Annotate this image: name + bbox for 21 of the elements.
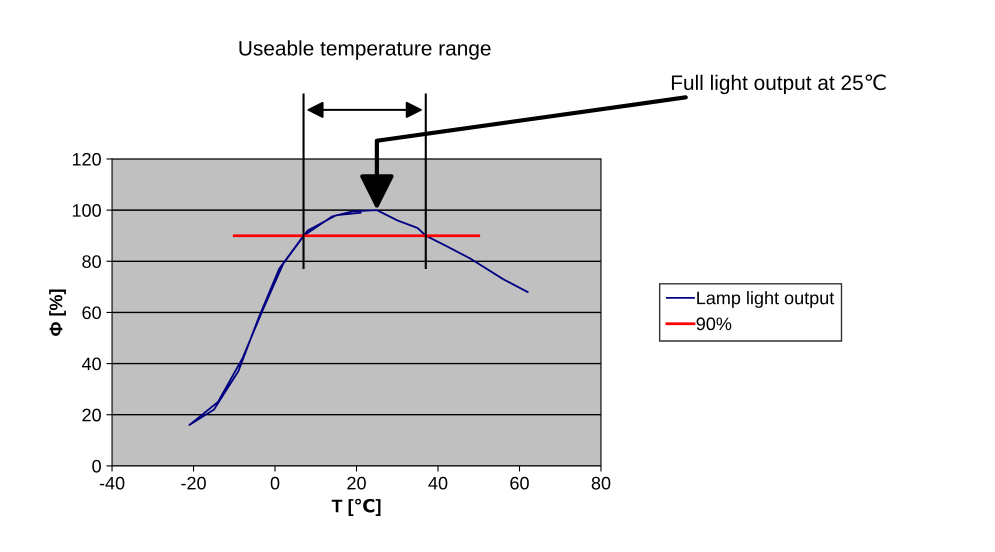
x-tick-label: -20: [181, 476, 206, 490]
annotation: Full light output at 25℃: [672, 74, 886, 94]
x-axis-title: T [℃]: [332, 498, 380, 516]
y-tick-label: 0: [92, 460, 101, 473]
legend-label: Lamp light output: [697, 291, 834, 308]
y-tick-label: 40: [82, 358, 101, 370]
x-tick-label: 20: [347, 476, 366, 490]
x-tick-label: 60: [510, 476, 529, 490]
x-tick-label: 80: [592, 476, 610, 490]
x-tick-label: 40: [428, 476, 448, 490]
line-series: [188, 209, 529, 426]
text: Useable temperature range: [239, 40, 491, 60]
x-tick-label: 0: [270, 476, 280, 490]
y-tick-label: 120: [72, 152, 101, 166]
y-tick-label: 20: [82, 408, 101, 422]
y-tick-label: 100: [72, 204, 101, 217]
y-tick-label: 80: [82, 255, 101, 268]
y-axis-title: Φ [%]: [49, 289, 66, 336]
legend-label: 90%: [696, 317, 732, 330]
x-tick-label: -40: [100, 476, 124, 490]
y-tick-label: 60: [82, 306, 101, 320]
